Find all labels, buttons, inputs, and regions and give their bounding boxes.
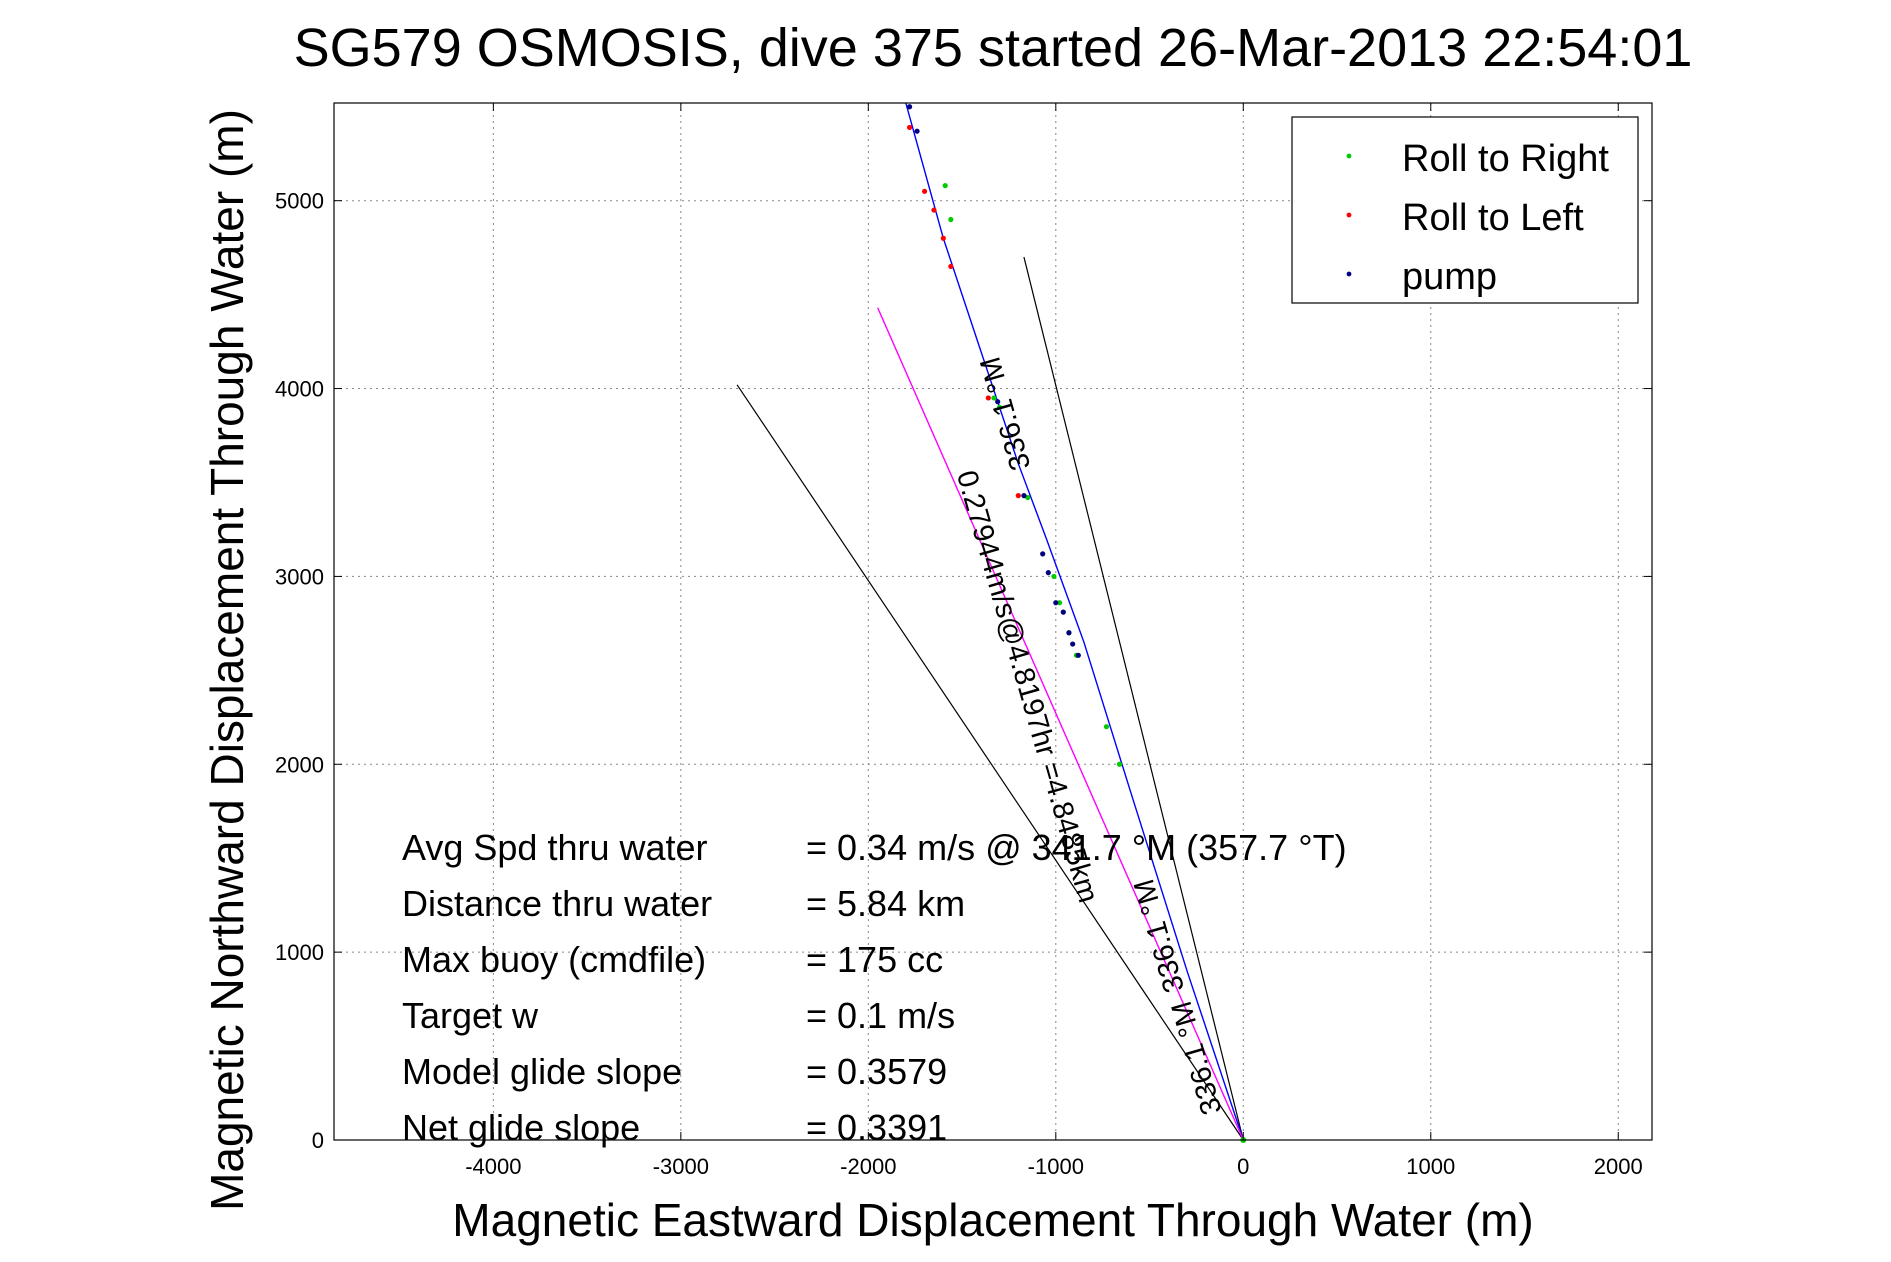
x-tick-label: -2000 <box>840 1154 896 1179</box>
marker-roll-to-right <box>1103 724 1110 730</box>
y-tick-label: 3000 <box>275 564 324 589</box>
markers <box>906 104 1247 1143</box>
reference-line <box>736 384 1244 1141</box>
marker-roll-to-left <box>985 395 991 401</box>
marker-roll-to-right <box>996 404 1003 410</box>
x-tick-label: -4000 <box>465 1154 521 1179</box>
marker-pump <box>1066 630 1072 636</box>
marker-roll-to-left <box>948 263 954 270</box>
rotated-annotation: 336.1 °M <box>1166 998 1229 1119</box>
marker-roll-to-left <box>1015 493 1021 499</box>
marker-roll-to-left <box>940 235 946 241</box>
marker-roll-to-left <box>921 188 928 194</box>
legend-swatch <box>1346 271 1352 277</box>
marker-pump <box>995 399 1001 405</box>
x-tick-label: 2000 <box>1594 1154 1643 1179</box>
stat-value: = 0.3391 <box>806 1107 947 1148</box>
marker-pump <box>1040 551 1046 557</box>
marker-pump <box>1070 641 1076 647</box>
marker-pump <box>1021 493 1027 499</box>
chart-title: SG579 OSMOSIS, dive 375 started 26-Mar-2… <box>294 18 1693 78</box>
stat-label: Target w <box>402 995 539 1036</box>
track-line <box>905 102 1244 1141</box>
y-tick-label: 5000 <box>275 189 324 214</box>
x-tick-label: -3000 <box>653 1154 709 1179</box>
stat-label: Net glide slope <box>402 1107 640 1148</box>
marker-roll-to-right <box>991 395 997 401</box>
marker-pump <box>1075 652 1081 658</box>
legend: Roll to Right Roll to Left pump <box>1291 116 1639 304</box>
x-tick-label: -1000 <box>1028 1154 1084 1179</box>
plot-frame <box>333 102 1653 1141</box>
series <box>877 102 1244 1141</box>
y-tick-label: 2000 <box>275 752 324 777</box>
marker-roll-to-right <box>942 183 948 189</box>
marker-pump <box>1060 609 1066 615</box>
stats-block: Avg Spd thru water = 0.34 m/s @ 341.7 °M … <box>402 827 1347 1148</box>
reference-line <box>1023 256 1244 1141</box>
legend-label: Roll to Right <box>1402 138 1609 180</box>
stat-label: Distance thru water <box>402 883 712 924</box>
marker-roll-to-right <box>948 216 954 223</box>
marker-roll-to-right <box>1056 600 1063 606</box>
stat-value: = 175 cc <box>806 939 943 980</box>
x-tick-label: 0 <box>1237 1154 1249 1179</box>
legend-label: pump <box>1402 256 1497 298</box>
reference-lines <box>736 256 1244 1141</box>
marker-pump <box>1053 600 1059 606</box>
marker-roll-to-right <box>1051 573 1057 580</box>
marker-roll-to-left <box>906 124 913 131</box>
stat-value: = 0.1 m/s <box>806 995 955 1036</box>
stat-label: Avg Spd thru water <box>402 827 708 868</box>
stat-label: Max buoy (cmdfile) <box>402 939 706 980</box>
legend-swatch <box>1346 212 1352 218</box>
marker-roll-to-left <box>931 207 937 213</box>
stat-label: Model glide slope <box>402 1051 682 1092</box>
ticks: -4000 -3000 -2000 -1000 0 1000 2000 0 1000 2000 30… <box>275 103 1652 1179</box>
y-tick-label: 4000 <box>275 377 324 402</box>
stat-value: = 0.34 m/s @ 341.7 °M (357.7 °T) <box>806 827 1347 868</box>
y-tick-label: 1000 <box>275 940 324 965</box>
legend-label: Roll to Left <box>1402 197 1584 239</box>
y-tick-label: 0 <box>312 1128 324 1153</box>
marker-pump <box>906 104 913 110</box>
stat-value: = 0.3579 <box>806 1051 947 1092</box>
stat-value: = 5.84 km <box>806 883 965 924</box>
rotated-annotation: 336.1 °M <box>974 353 1037 474</box>
x-tick-label: 1000 <box>1406 1154 1455 1179</box>
marker-pump <box>1045 570 1051 576</box>
model-line <box>877 307 1244 1141</box>
y-axis-label: Magnetic Northward Displacement Through … <box>201 109 253 1211</box>
x-axis-label: Magnetic Eastward Displacement Through W… <box>452 1194 1533 1246</box>
marker-roll-to-right <box>1116 761 1123 767</box>
legend-swatch <box>1346 153 1352 159</box>
marker-pump <box>914 128 920 134</box>
